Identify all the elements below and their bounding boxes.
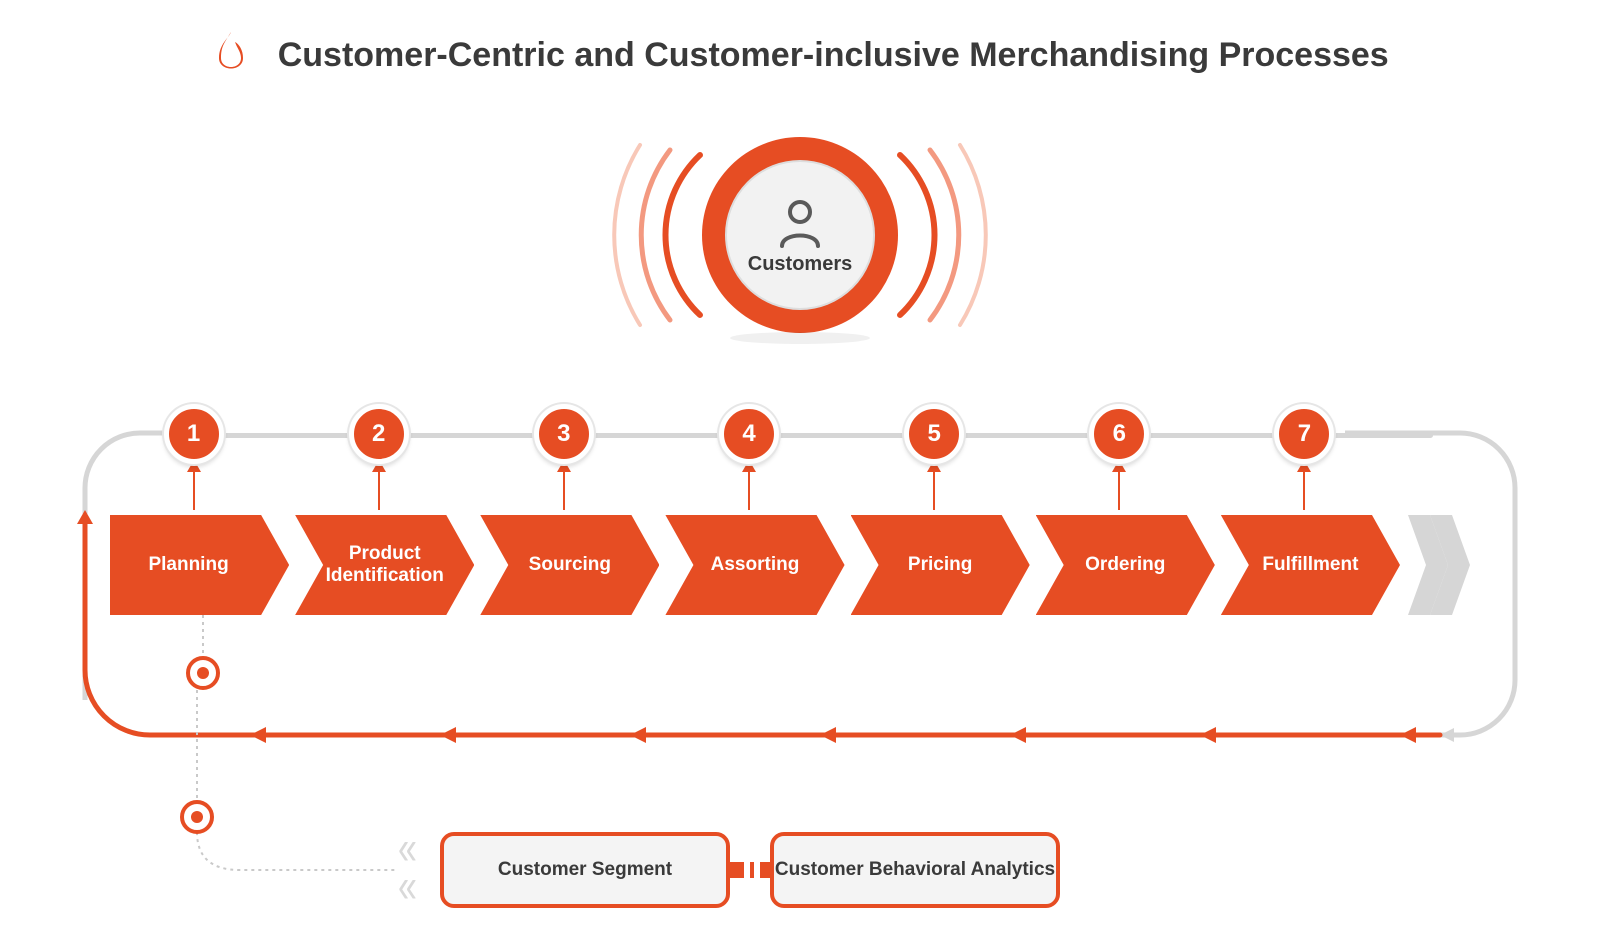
step-badge: 7: [1274, 404, 1334, 464]
segment-link-dot: [180, 800, 214, 834]
title-row: Customer-Centric and Customer-inclusive …: [0, 30, 1600, 80]
page-title: Customer-Centric and Customer-inclusive …: [278, 36, 1389, 75]
step-chevron: Planning: [110, 515, 289, 615]
step-chevron: ProductIdentification: [295, 515, 474, 615]
customers-hub: Customers: [500, 120, 1100, 350]
box-connector: [730, 862, 774, 878]
step-chevron: Pricing: [851, 515, 1030, 615]
customer-segment-box: Customer Segment: [440, 832, 730, 908]
customer-analytics-box: Customer Behavioral Analytics: [770, 832, 1060, 908]
chevron-row: PlanningProductIdentificationSourcingAss…: [110, 515, 1400, 615]
hub-label: Customers: [748, 253, 852, 275]
step-badge: 3: [534, 404, 594, 464]
step-up-arrow: [563, 470, 565, 510]
step-badge: 1: [164, 404, 224, 464]
step-chevron: Ordering: [1036, 515, 1215, 615]
step-badge: 5: [904, 404, 964, 464]
tail-chevrons: [1408, 515, 1468, 615]
step-badge: 6: [1089, 404, 1149, 464]
badge-row: 1 2 3 4 5 6 7: [155, 404, 1443, 464]
step-chevron: Assorting: [665, 515, 844, 615]
flame-icon: [211, 30, 251, 80]
step-badge: 4: [719, 404, 779, 464]
diagram-canvas: Customer-Centric and Customer-inclusive …: [0, 0, 1600, 945]
step-up-arrow: [933, 470, 935, 510]
step-up-arrow: [193, 470, 195, 510]
double-chevron-left-icon: «: [398, 860, 417, 915]
step-chevron: Sourcing: [480, 515, 659, 615]
step-up-arrow: [1118, 470, 1120, 510]
step-up-arrow: [378, 470, 380, 510]
step-up-arrow: [1303, 470, 1305, 510]
step-up-arrow: [748, 470, 750, 510]
step-chevron: Fulfillment: [1221, 515, 1400, 615]
planning-link-dot: [186, 656, 220, 690]
customer-segment-label: Customer Segment: [498, 859, 672, 881]
step-badge: 2: [349, 404, 409, 464]
customer-analytics-label: Customer Behavioral Analytics: [775, 859, 1055, 881]
